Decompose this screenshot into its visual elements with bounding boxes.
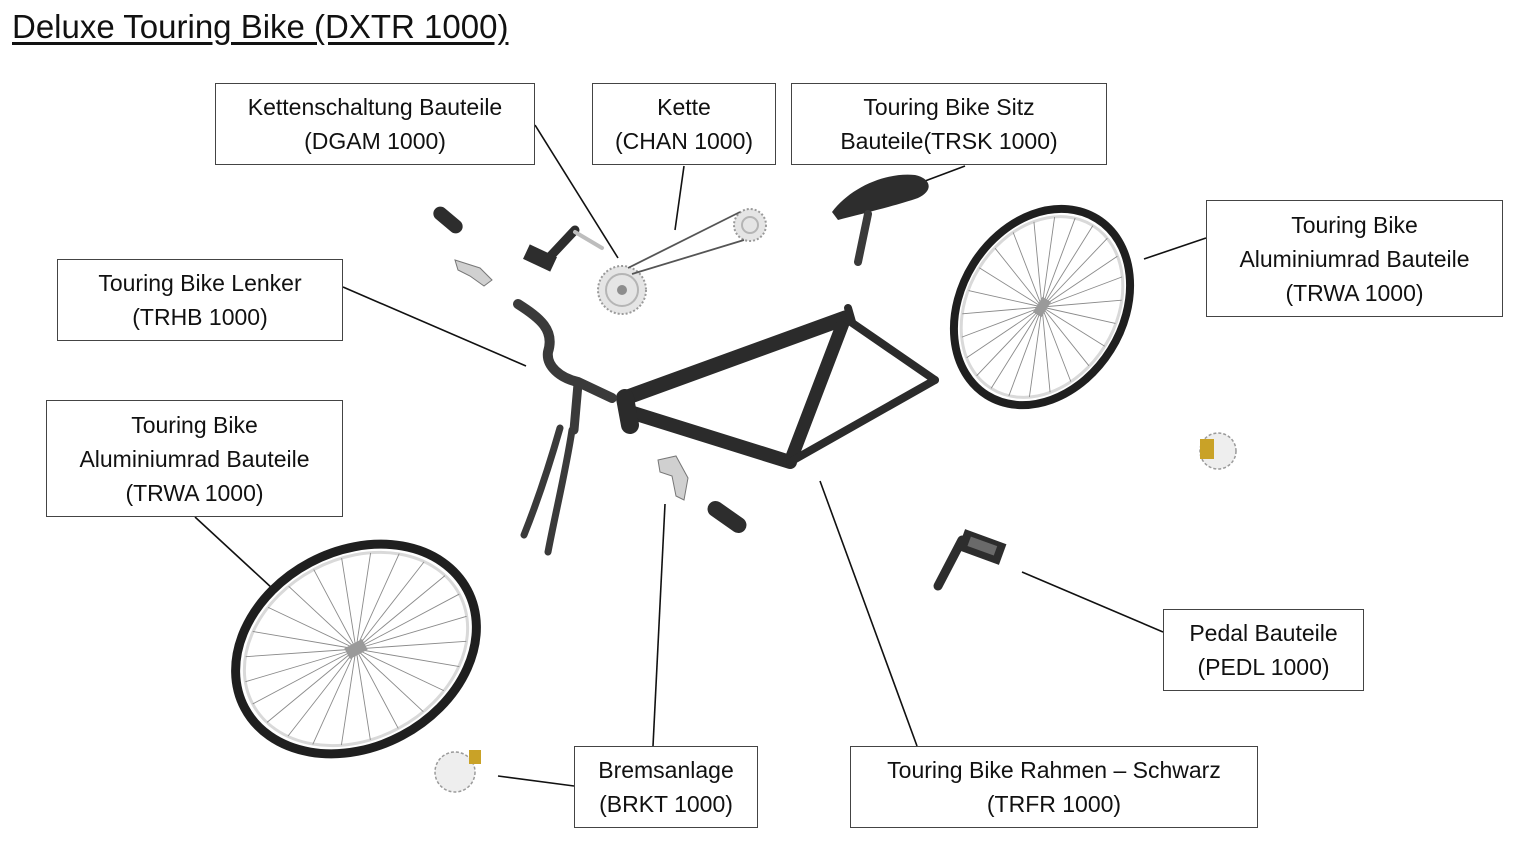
brake-lever-left (454, 259, 493, 287)
chainring (597, 265, 647, 315)
label-chain-line1: Kette (657, 94, 711, 120)
chain (627, 211, 745, 275)
label-frame: Touring Bike Rahmen – Schwarz (TRFR 1000… (850, 746, 1258, 828)
saddle (832, 174, 929, 266)
label-wheel-front: Touring Bike Aluminiumrad Bauteile (TRWA… (46, 400, 343, 517)
label-derailleur-line1: Kettenschaltung Bauteile (247, 94, 503, 120)
handlebar-fork (513, 299, 617, 556)
label-handlebar: Touring Bike Lenker (TRHB 1000) (57, 259, 343, 341)
leader-chain (674, 165, 685, 231)
label-seat: Touring Bike Sitz Bauteile(TRSK 1000) (791, 83, 1107, 165)
leader-handlebar (342, 286, 527, 367)
rear-wheel (949, 204, 1135, 410)
leader-wheel-rear (1143, 237, 1207, 260)
label-wheel-rear-line1: Touring Bike (1291, 211, 1418, 238)
label-seat-line1: Touring Bike Sitz (863, 94, 1035, 120)
crank-pedal-lower (933, 529, 1007, 591)
leader-seat (924, 165, 966, 182)
label-brakes-line1: Bremsanlage (598, 757, 734, 783)
leader-brakes-lever (652, 503, 666, 747)
label-chain: Kette (CHAN 1000) (592, 83, 776, 165)
label-wheel-front-line3: (TRWA 1000) (125, 479, 264, 506)
grip-right (707, 500, 747, 534)
label-frame-line1: Touring Bike Rahmen – Schwarz (887, 757, 1221, 783)
label-wheel-rear-line2: Aluminiumrad Bauteile (1239, 245, 1470, 272)
label-handlebar-line2: (TRHB 1000) (132, 304, 268, 330)
label-seat-line2: Bauteile(TRSK 1000) (840, 128, 1058, 154)
label-frame-line2: (TRFR 1000) (986, 791, 1122, 817)
brake-disc-left (434, 750, 481, 793)
label-pedal: Pedal Bauteile (PEDL 1000) (1163, 609, 1364, 691)
leader-derailleur (534, 124, 619, 259)
leader-frame (819, 480, 918, 747)
label-brakes-line2: (BRKT 1000) (599, 791, 733, 817)
grip-left (433, 206, 463, 234)
leader-pedal (1021, 571, 1164, 633)
page-title: Deluxe Touring Bike (DXTR 1000) (12, 8, 509, 45)
label-brakes: Bremsanlage (BRKT 1000) (574, 746, 758, 828)
label-wheel-rear-line3: (TRWA 1000) (1285, 279, 1424, 306)
label-wheel-front-line1: Touring Bike (131, 411, 258, 438)
rear-cassette (733, 208, 767, 242)
label-chain-line2: (CHAN 1000) (614, 128, 754, 154)
bike-frame (616, 304, 939, 469)
label-derailleur-line2: (DGAM 1000) (304, 128, 446, 154)
label-handlebar-line1: Touring Bike Lenker (98, 270, 302, 296)
crank-pedal-top (523, 225, 604, 272)
label-wheel-rear: Touring Bike Aluminiumrad Bauteile (TRWA… (1206, 200, 1503, 317)
label-wheel-front-line2: Aluminiumrad Bauteile (79, 445, 310, 472)
leader-wheel-front (194, 516, 274, 590)
leader-brakes-caliper (497, 775, 575, 787)
brake-lever-right (657, 455, 689, 501)
brake-disc-right (1199, 432, 1237, 470)
front-wheel (231, 539, 481, 759)
label-pedal-line2: (PEDL 1000) (1197, 654, 1330, 680)
label-pedal-line1: Pedal Bauteile (1189, 620, 1338, 646)
label-derailleur: Kettenschaltung Bauteile (DGAM 1000) (215, 83, 535, 165)
